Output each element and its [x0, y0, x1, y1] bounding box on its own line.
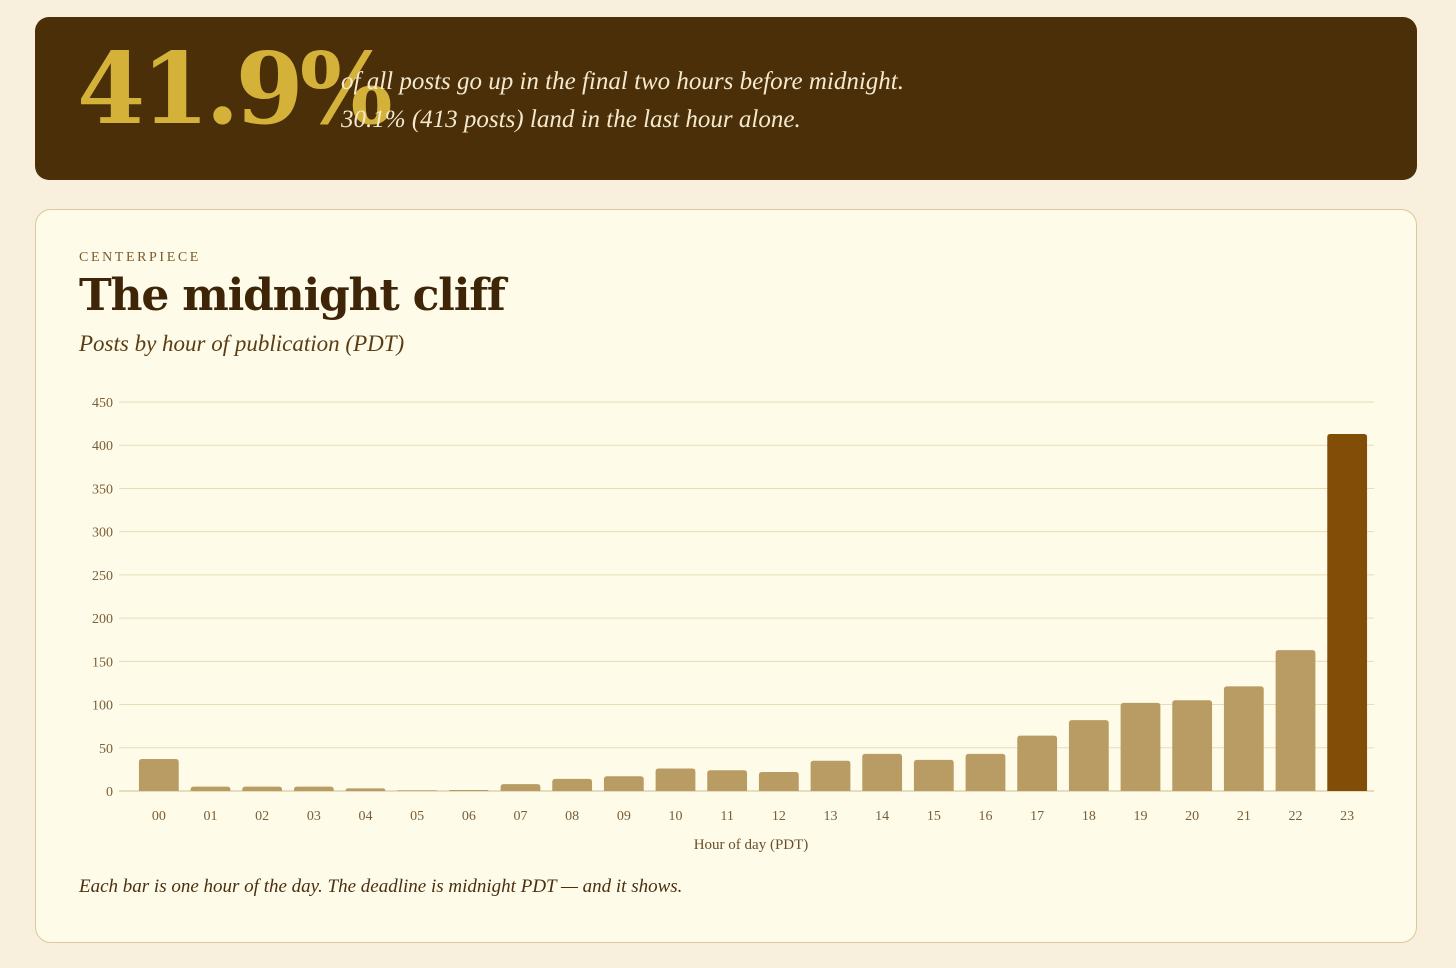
y-tick-label: 400	[92, 439, 113, 454]
y-tick-label: 0	[106, 785, 113, 800]
bar-hour-00	[138, 759, 179, 791]
bar-hour-05	[397, 790, 438, 791]
x-tick-label: 00	[152, 809, 166, 824]
bar-hour-13	[810, 760, 851, 791]
x-tick-label: 17	[1030, 809, 1044, 824]
chart-caption: Each bar is one hour of the day. The dea…	[79, 876, 683, 897]
bar-hour-12	[758, 771, 799, 791]
hero-description: of all posts go up in the final two hour…	[341, 63, 904, 139]
x-tick-label: 19	[1134, 809, 1148, 824]
bar-hour-18	[1068, 720, 1109, 791]
bar-hour-03	[293, 786, 334, 791]
y-tick-label: 450	[92, 396, 113, 411]
bar-hour-06	[448, 790, 489, 791]
card-eyebrow: CENTERPIECE	[79, 250, 201, 265]
y-tick-label: 300	[92, 526, 113, 541]
x-tick-label: 20	[1185, 809, 1199, 824]
bar-hour-15	[913, 759, 954, 791]
bar-hour-11	[707, 770, 748, 791]
x-tick-label: 11	[720, 809, 733, 824]
hero-banner: 41.9% of all posts go up in the final tw…	[35, 17, 1417, 180]
bar-hour-16	[965, 753, 1006, 791]
x-axis-title: Hour of day (PDT)	[694, 837, 809, 853]
x-tick-label: 23	[1340, 809, 1354, 824]
bar-hour-20	[1172, 700, 1213, 791]
y-tick-label: 200	[92, 612, 113, 627]
bar-hour-17	[1017, 735, 1058, 791]
bar-hour-22	[1275, 650, 1316, 791]
bar-hour-04	[345, 788, 386, 791]
x-tick-label: 15	[927, 809, 941, 824]
x-tick-label: 10	[669, 809, 683, 824]
x-tick-label: 01	[204, 809, 218, 824]
bar-hour-01	[190, 786, 231, 791]
hero-line-1: of all posts go up in the final two hour…	[341, 68, 904, 95]
bar-hour-02	[242, 786, 283, 791]
x-tick-label: 03	[307, 809, 321, 824]
chart-card: CENTERPIECE The midnight cliff Posts by …	[35, 209, 1417, 943]
x-tick-label: 13	[824, 809, 838, 824]
bar-chart: 0 50 100 150 200 250 300 350 400 450 00 01 02 03 04 05…	[92, 396, 1374, 853]
card-title: The midnight cliff	[79, 270, 506, 321]
x-tick-label: 02	[255, 809, 269, 824]
y-tick-label: 350	[92, 482, 113, 497]
x-tick-label: 22	[1289, 809, 1303, 824]
x-tick-label: 05	[410, 809, 424, 824]
x-tick-label: 14	[875, 809, 889, 824]
x-tick-label: 04	[359, 809, 373, 824]
bar-hour-09	[603, 776, 644, 791]
y-tick-label: 100	[92, 699, 113, 714]
chart-x-ticks: 00 01 02 03 04 05 06 07 08 09 10 11 12 13 14 15 16 17 18 19…	[152, 809, 1354, 824]
x-tick-label: 08	[565, 809, 579, 824]
bar-hour-23	[1327, 433, 1368, 791]
card-subtitle: Posts by hour of publication (PDT)	[79, 331, 405, 356]
bar-hour-21	[1223, 686, 1264, 791]
y-tick-label: 250	[92, 569, 113, 584]
bar-hour-10	[655, 768, 696, 791]
x-tick-label: 12	[772, 809, 786, 824]
x-tick-label: 07	[514, 809, 528, 824]
y-tick-label: 50	[99, 742, 113, 757]
x-tick-label: 18	[1082, 809, 1096, 824]
x-tick-label: 16	[979, 809, 993, 824]
bar-hour-14	[862, 753, 903, 791]
x-tick-label: 09	[617, 809, 631, 824]
bar-hour-07	[500, 784, 541, 791]
chart-bars	[138, 433, 1368, 791]
x-tick-label: 06	[462, 809, 476, 824]
x-tick-label: 21	[1237, 809, 1251, 824]
hero-stat: 41.9%	[77, 32, 393, 147]
y-tick-label: 150	[92, 655, 113, 670]
hero-line-2: 30.1% (413 posts) land in the last hour …	[341, 106, 801, 133]
bar-hour-08	[552, 778, 593, 791]
bar-hour-19	[1120, 702, 1161, 791]
